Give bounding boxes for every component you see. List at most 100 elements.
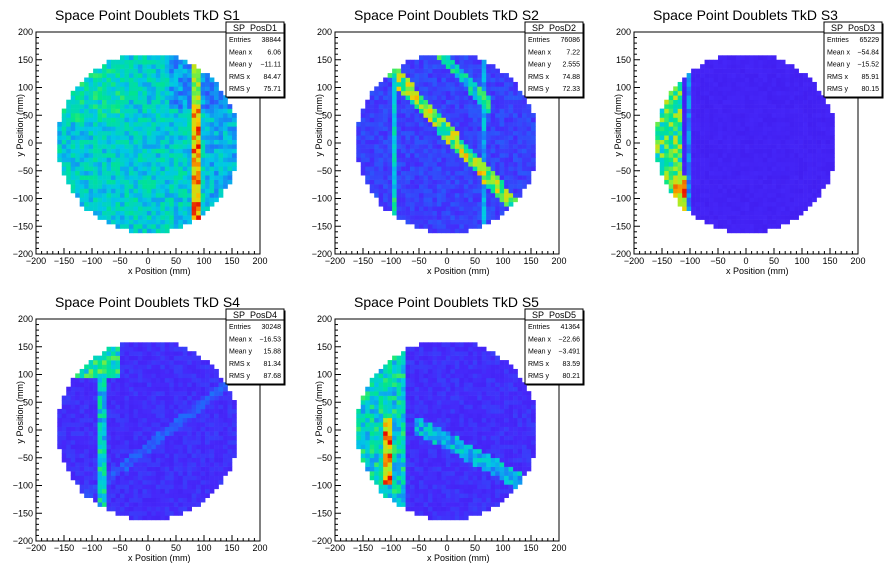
heatmap-cell (481, 197, 487, 203)
stats-label: Mean y (528, 62, 551, 69)
heatmap-cell (164, 126, 170, 132)
heatmap-cell (477, 152, 483, 158)
heatmap-cell (106, 86, 112, 92)
heatmap-cell (115, 479, 121, 485)
heatmap-cell (84, 462, 89, 467)
heatmap-cell (178, 166, 184, 172)
heatmap-cell (155, 395, 161, 401)
heatmap-cell (137, 515, 143, 521)
heatmap-cell (477, 184, 483, 189)
heatmap-cell (740, 215, 746, 220)
heatmap-cell (173, 68, 179, 74)
heatmap-cell (423, 206, 429, 212)
heatmap-cell (146, 175, 152, 180)
heatmap-cell (459, 64, 465, 69)
heatmap-cell (526, 121, 532, 127)
heatmap-cell (124, 210, 130, 216)
stats-box-frame (225, 21, 285, 98)
heatmap-cell (762, 81, 768, 87)
heatmap-cell (88, 404, 94, 410)
heatmap-cell (155, 99, 161, 105)
heatmap-cell (124, 113, 130, 118)
heatmap-cell (468, 175, 474, 180)
heatmap-cell (709, 81, 714, 87)
heatmap-cell (115, 355, 121, 361)
heatmap-cell (374, 188, 379, 194)
heatmap-cell (128, 228, 134, 234)
heatmap-cell (495, 113, 500, 118)
heatmap-cell (744, 113, 750, 118)
heatmap-cell (133, 435, 139, 441)
heatmap-cell (374, 144, 379, 149)
heatmap-cell (106, 435, 112, 441)
heatmap-cell (97, 484, 103, 490)
heatmap-cell (88, 77, 94, 83)
heatmap-cell (128, 144, 134, 149)
heatmap-cell (445, 95, 451, 101)
heatmap-cell (137, 192, 143, 198)
heatmap-cell (383, 90, 388, 96)
heatmap-cell (151, 391, 157, 396)
heatmap-cell (133, 342, 139, 348)
heatmap-cell (160, 152, 166, 158)
heatmap-cell (508, 139, 514, 145)
heatmap-cell (735, 206, 741, 212)
heatmap-cell (459, 192, 465, 198)
y-tick-label: −50 (317, 166, 332, 176)
heatmap-cell (468, 90, 474, 96)
heatmap-cell (182, 86, 188, 92)
heatmap-cell (115, 152, 121, 158)
heatmap-cell (84, 197, 89, 203)
heatmap-cell (481, 117, 487, 123)
heatmap-cell (155, 471, 161, 476)
heatmap-cell (128, 484, 134, 490)
heatmap-cell (682, 121, 687, 127)
heatmap-cell (450, 215, 456, 220)
heatmap-cell (120, 448, 125, 454)
heatmap-cell (111, 121, 116, 127)
heatmap-cell (169, 192, 175, 198)
heatmap-cell (155, 360, 161, 365)
heatmap-cell (758, 219, 764, 225)
heatmap-cell (517, 117, 523, 123)
heatmap-cell (495, 126, 500, 132)
heatmap-cell (508, 81, 514, 87)
heatmap-cell (209, 121, 215, 127)
heatmap-cell (396, 90, 402, 96)
heatmap-cell (120, 431, 125, 436)
heatmap-cell (151, 192, 157, 198)
heatmap-cell (133, 475, 139, 481)
heatmap-cell (401, 215, 406, 220)
heatmap-cell (115, 104, 121, 109)
heatmap-cell (762, 108, 768, 114)
heatmap-cell (178, 135, 184, 140)
heatmap-cell (486, 188, 491, 194)
heatmap-cell (454, 81, 460, 87)
heatmap-cell (142, 431, 148, 436)
heatmap-cell (472, 130, 478, 136)
heatmap-cell (731, 152, 737, 158)
heatmap-cell (812, 95, 817, 101)
heatmap-cell (504, 184, 509, 189)
heatmap-cell (780, 73, 786, 78)
heatmap-cell (812, 121, 817, 127)
heatmap-cell (61, 439, 67, 445)
heatmap-cell (133, 382, 139, 388)
heatmap-cell (722, 104, 728, 109)
heatmap-cell (102, 408, 107, 414)
heatmap-cell (383, 197, 388, 203)
heatmap-cell (70, 466, 76, 472)
heatmap-cell (450, 188, 456, 194)
heatmap-cell (709, 104, 714, 109)
heatmap-cell (164, 201, 170, 207)
heatmap-cell (70, 408, 76, 414)
heatmap-cell (155, 184, 161, 189)
heatmap-cell (414, 81, 420, 87)
heatmap-cell (664, 104, 670, 109)
heatmap-cell (722, 81, 728, 87)
heatmap-cell (128, 395, 134, 401)
heatmap-cell (369, 108, 375, 114)
heatmap-cell (137, 453, 143, 459)
heatmap-cell (164, 206, 170, 212)
heatmap-cell (137, 417, 143, 423)
